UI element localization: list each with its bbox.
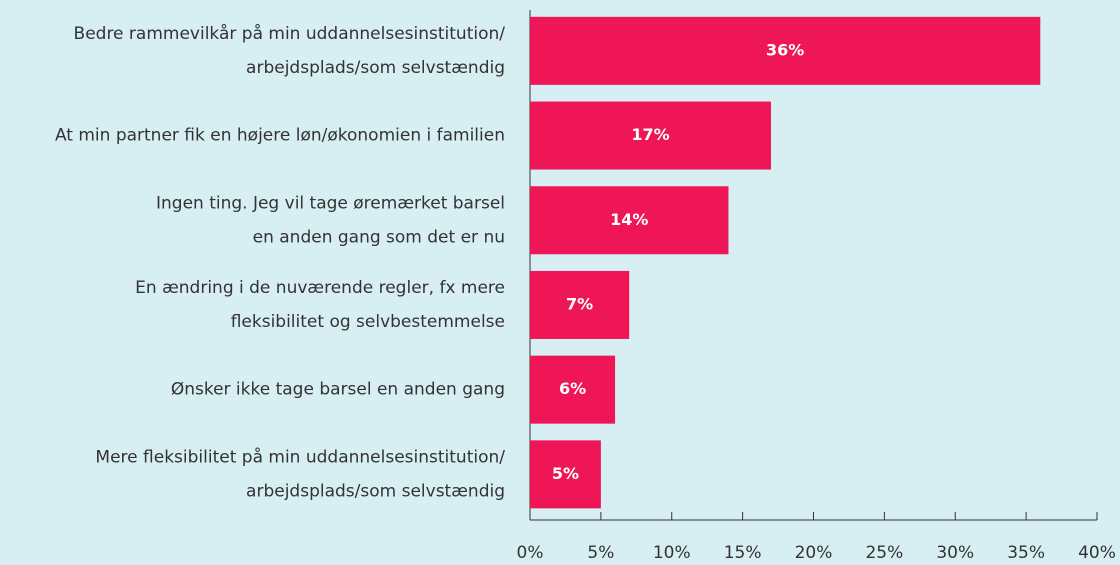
bar	[530, 16, 1041, 85]
y-tick-label: En ændring i de nuværende regler, fx mer…	[135, 278, 505, 298]
x-tick-label: 35%	[1007, 543, 1045, 563]
x-tick-label: 40%	[1078, 543, 1116, 563]
y-tick-label: Ønsker ikke tage barsel en anden gang	[171, 380, 505, 400]
value-label: 7%	[566, 294, 593, 313]
y-tick-label: arbejdsplads/som selvstændig	[246, 481, 505, 501]
y-tick-label: Ingen ting. Jeg vil tage øremærket barse…	[156, 193, 505, 213]
bar	[530, 101, 771, 170]
value-label: 17%	[631, 125, 669, 144]
bar	[530, 186, 729, 255]
y-tick-label: en anden gang som det er nu	[253, 227, 505, 247]
value-label: 14%	[610, 210, 648, 229]
bar	[530, 270, 630, 339]
bar	[530, 355, 616, 424]
value-label: 36%	[766, 40, 804, 59]
value-label: 5%	[552, 464, 579, 483]
x-tick-label: 25%	[865, 543, 903, 563]
y-tick-label: Mere fleksibilitet på min uddannelsesins…	[95, 446, 505, 467]
x-tick-label: 0%	[517, 543, 544, 563]
x-tick-label: 20%	[795, 543, 833, 563]
y-tick-label: At min partner fik en højere løn/økonomi…	[55, 126, 505, 146]
value-label: 6%	[559, 379, 586, 398]
x-tick-label: 15%	[724, 543, 762, 563]
y-tick-label: fleksibilitet og selvbestemmelse	[231, 312, 505, 332]
bar	[530, 440, 601, 509]
x-tick-label: 10%	[653, 543, 691, 563]
y-tick-label: Bedre rammevilkår på min uddannelsesinst…	[74, 23, 506, 44]
x-tick-label: 5%	[587, 543, 614, 563]
y-tick-label: arbejdsplads/som selvstændig	[246, 58, 505, 78]
x-tick-label: 30%	[936, 543, 974, 563]
